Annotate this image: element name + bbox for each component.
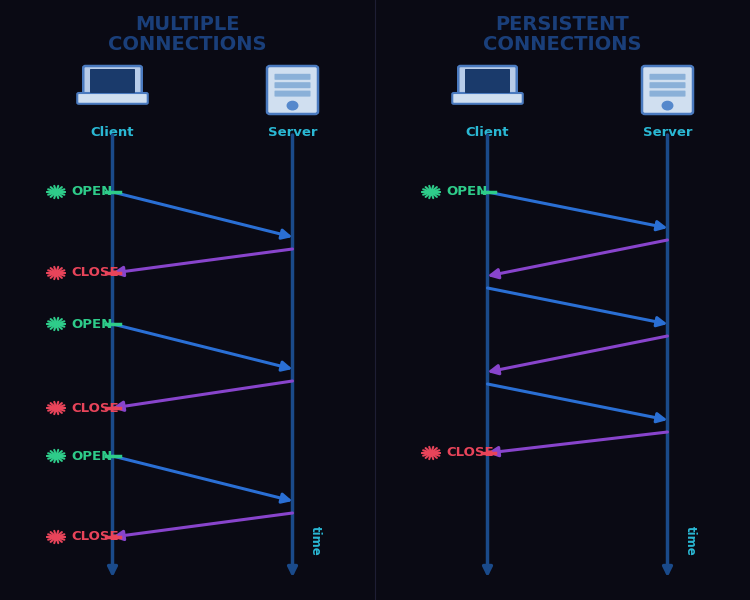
Text: time: time bbox=[684, 526, 697, 556]
FancyBboxPatch shape bbox=[83, 66, 142, 98]
Text: OPEN: OPEN bbox=[71, 185, 112, 199]
FancyBboxPatch shape bbox=[274, 91, 310, 97]
FancyBboxPatch shape bbox=[650, 91, 686, 97]
FancyBboxPatch shape bbox=[465, 69, 510, 93]
Circle shape bbox=[662, 101, 673, 110]
Text: CLOSE: CLOSE bbox=[71, 530, 118, 544]
Text: MULTIPLE
CONNECTIONS: MULTIPLE CONNECTIONS bbox=[108, 15, 267, 55]
FancyBboxPatch shape bbox=[650, 74, 686, 80]
FancyBboxPatch shape bbox=[274, 74, 310, 80]
FancyBboxPatch shape bbox=[267, 66, 318, 114]
FancyBboxPatch shape bbox=[650, 82, 686, 88]
Text: Server: Server bbox=[643, 126, 692, 139]
Text: OPEN: OPEN bbox=[446, 185, 488, 199]
FancyBboxPatch shape bbox=[274, 82, 310, 88]
Text: Client: Client bbox=[466, 126, 509, 139]
Text: time: time bbox=[309, 526, 322, 556]
Text: Client: Client bbox=[91, 126, 134, 139]
Text: PERSISTENT
CONNECTIONS: PERSISTENT CONNECTIONS bbox=[483, 15, 642, 55]
FancyBboxPatch shape bbox=[90, 69, 135, 93]
Text: CLOSE: CLOSE bbox=[71, 266, 118, 280]
Circle shape bbox=[287, 101, 298, 110]
Text: Server: Server bbox=[268, 126, 317, 139]
FancyBboxPatch shape bbox=[77, 93, 148, 104]
FancyBboxPatch shape bbox=[452, 93, 523, 104]
Text: OPEN: OPEN bbox=[71, 317, 112, 331]
Text: CLOSE: CLOSE bbox=[71, 401, 118, 415]
Text: OPEN: OPEN bbox=[71, 449, 112, 463]
Text: CLOSE: CLOSE bbox=[446, 446, 494, 460]
FancyBboxPatch shape bbox=[458, 66, 517, 98]
FancyBboxPatch shape bbox=[642, 66, 693, 114]
